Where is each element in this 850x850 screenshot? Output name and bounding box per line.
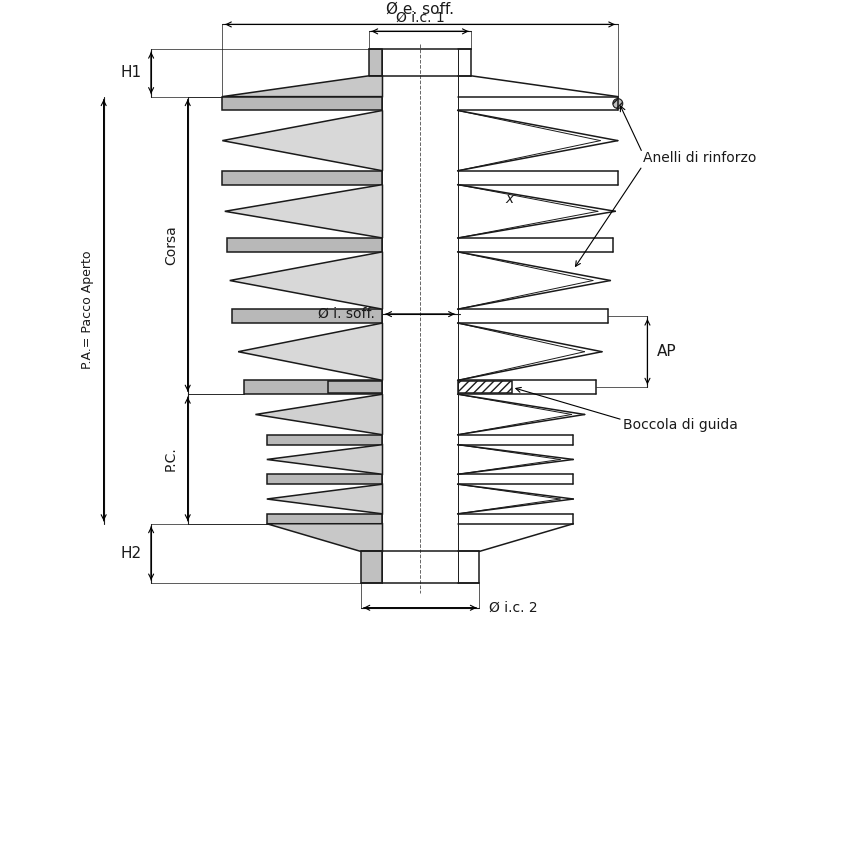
Polygon shape: [223, 171, 382, 184]
Text: AP: AP: [657, 344, 677, 360]
Polygon shape: [238, 323, 382, 380]
Text: H1: H1: [120, 65, 141, 81]
Polygon shape: [267, 445, 382, 474]
Text: Corsa: Corsa: [164, 225, 178, 265]
Text: Boccola di guida: Boccola di guida: [623, 418, 738, 432]
Polygon shape: [256, 394, 382, 434]
Polygon shape: [360, 552, 382, 583]
Text: Ø i. soff.: Ø i. soff.: [318, 307, 375, 321]
Text: P.A.= Pacco Aperto: P.A.= Pacco Aperto: [81, 251, 94, 370]
Polygon shape: [227, 238, 382, 252]
Text: P.C.: P.C.: [164, 446, 178, 472]
Text: H2: H2: [120, 546, 141, 561]
Text: x: x: [505, 192, 513, 207]
Polygon shape: [224, 184, 382, 238]
Polygon shape: [223, 97, 382, 110]
Polygon shape: [369, 49, 382, 76]
Bar: [457, 382, 512, 394]
Polygon shape: [267, 474, 382, 484]
Text: Ø i.c. 1: Ø i.c. 1: [396, 10, 445, 25]
Polygon shape: [230, 252, 382, 309]
Circle shape: [613, 99, 623, 109]
Polygon shape: [267, 434, 382, 445]
Polygon shape: [267, 514, 382, 524]
Polygon shape: [223, 110, 382, 171]
Bar: [328, 382, 382, 394]
Text: Ø e. soff.: Ø e. soff.: [386, 2, 454, 16]
Polygon shape: [223, 76, 382, 97]
Polygon shape: [267, 484, 382, 514]
Text: Anelli di rinforzo: Anelli di rinforzo: [643, 151, 756, 165]
Polygon shape: [267, 524, 382, 552]
Polygon shape: [244, 380, 382, 394]
Text: Ø i.c. 2: Ø i.c. 2: [490, 601, 538, 615]
Polygon shape: [232, 309, 382, 323]
